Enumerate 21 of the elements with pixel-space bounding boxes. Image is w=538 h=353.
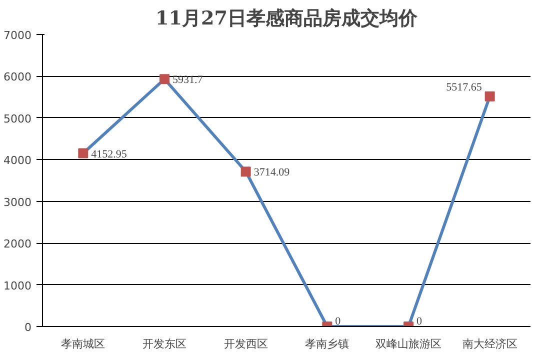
y-tick-label: 7000 (4, 29, 32, 42)
x-tick-label: 双峰山旅游区 (376, 338, 442, 350)
y-tick-label: 1000 (4, 279, 32, 292)
data-label: 3714.09 (254, 166, 290, 179)
y-tick-label: 5000 (4, 112, 32, 126)
x-tick-label: 南大经济区 (462, 338, 518, 350)
data-label: 5931.7 (172, 74, 204, 86)
y-tick-label: 6000 (4, 70, 32, 84)
x-tick-label: 开发西区 (224, 338, 268, 350)
y-tick-label: 3000 (4, 196, 32, 209)
y-tick-label: 2000 (4, 238, 32, 251)
x-tick-label: 开发东区 (142, 338, 186, 350)
data-label: 4152.95 (91, 148, 128, 160)
y-tick-label: 0 (24, 321, 32, 334)
y-tick-label: 4000 (4, 154, 32, 168)
data-label: 0 (416, 316, 422, 328)
x-tick-label: 孝南城区 (61, 338, 106, 350)
x-tick-label: 孝南乡镇 (305, 338, 350, 350)
chart-title: 11月27日孝感商品房成交均价 (156, 8, 418, 30)
data-label: 0 (335, 316, 342, 328)
data-label: 5517.65 (446, 81, 482, 94)
